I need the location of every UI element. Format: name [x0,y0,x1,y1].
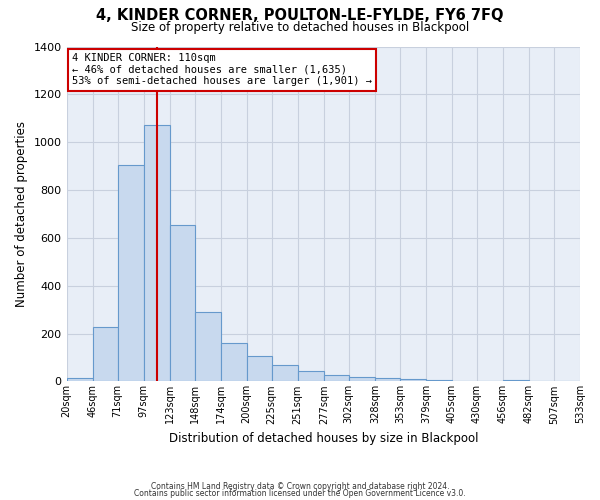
Bar [503,380,529,382]
Bar [298,372,324,382]
Bar [349,376,375,382]
Text: Contains public sector information licensed under the Open Government Licence v3: Contains public sector information licen… [134,490,466,498]
Text: Contains HM Land Registry data © Crown copyright and database right 2024.: Contains HM Land Registry data © Crown c… [151,482,449,491]
Bar [272,364,298,382]
Bar [426,380,452,382]
Bar [554,380,580,382]
Bar [221,343,247,382]
Bar [67,378,92,382]
X-axis label: Distribution of detached houses by size in Blackpool: Distribution of detached houses by size … [169,432,478,445]
Text: Size of property relative to detached houses in Blackpool: Size of property relative to detached ho… [131,22,469,35]
Bar [194,312,221,382]
Bar [324,376,349,382]
Text: 4, KINDER CORNER, POULTON-LE-FYLDE, FY6 7FQ: 4, KINDER CORNER, POULTON-LE-FYLDE, FY6 … [96,8,504,22]
Bar [375,378,400,382]
Text: 4 KINDER CORNER: 110sqm
← 46% of detached houses are smaller (1,635)
53% of semi: 4 KINDER CORNER: 110sqm ← 46% of detache… [71,53,371,86]
Bar [143,126,170,382]
Y-axis label: Number of detached properties: Number of detached properties [15,121,28,307]
Bar [247,356,272,382]
Bar [118,165,143,382]
Bar [92,327,118,382]
Bar [400,379,426,382]
Bar [170,224,194,382]
